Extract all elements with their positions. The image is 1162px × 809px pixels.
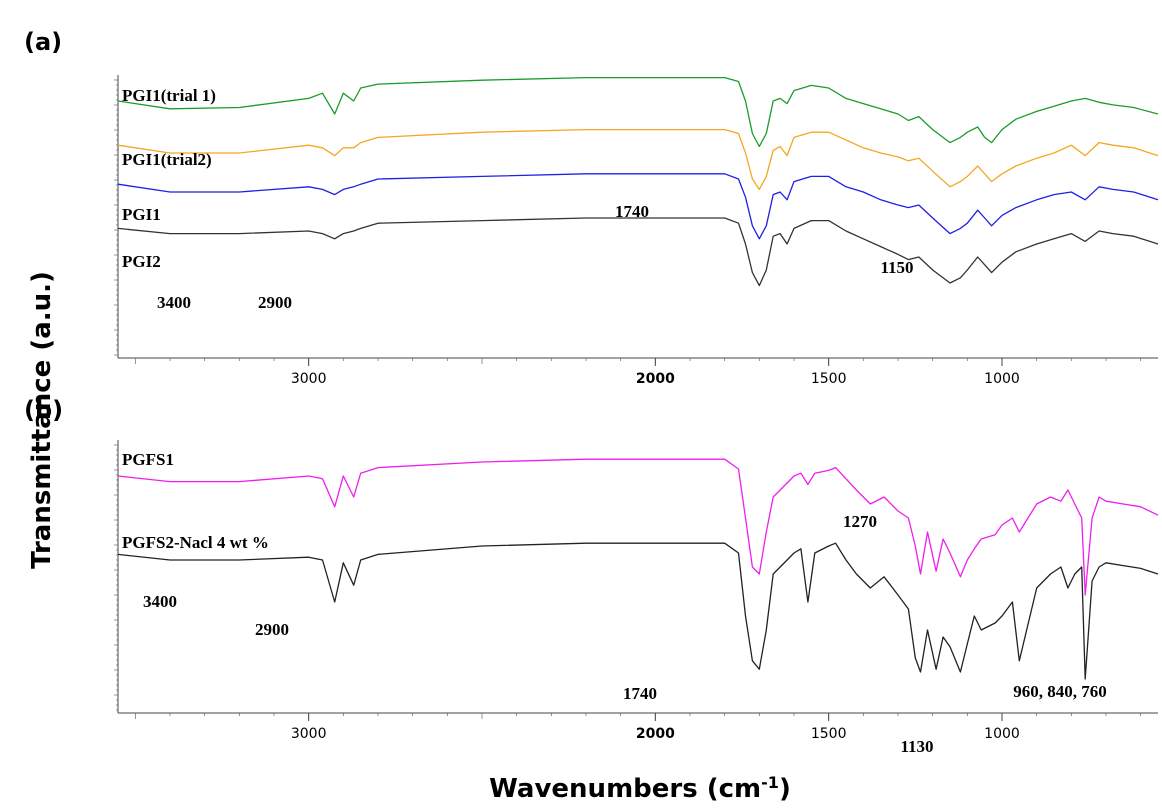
x-axis-title: Wavenumbers (cm-1) <box>489 773 791 805</box>
peak-annotation: 3400 <box>143 592 177 611</box>
panel-a-series-labels: PGI1(trial 1) PGI1(trial2) PGI1 PGI2 <box>122 86 216 271</box>
series-line-3 <box>117 217 1159 287</box>
peak-annotation: 1130 <box>900 737 933 756</box>
series-line-2 <box>117 173 1159 240</box>
panel-b: (b) 3000 2000 1500 1000 PGFS1 PGFS2-Nacl 4 w… <box>24 396 1159 756</box>
x-tick-label: 1000 <box>984 726 1020 742</box>
x-tick-label: 1500 <box>811 371 847 387</box>
panel-b-x-ticks: 3000 2000 1500 1000 <box>291 713 1020 742</box>
x-tick-label: 3000 <box>291 726 327 742</box>
panel-b-annotations: 1270 3400 2900 1740 960, 840, 760 1130 <box>143 512 1107 756</box>
peak-annotation: 960, 840, 760 <box>1013 682 1107 701</box>
x-tick-label: 2000 <box>636 726 675 742</box>
peak-annotation: 1150 <box>880 258 913 277</box>
peak-annotation: 1740 <box>615 202 649 221</box>
series-label-3: PGI2 <box>122 252 161 271</box>
panel-a-minor-ticks <box>114 79 1142 364</box>
panel-a-annotations: 3400 2900 1740 1150 <box>157 202 914 312</box>
x-axis-title-close: ) <box>779 774 791 804</box>
x-tick-label: 2000 <box>636 371 675 387</box>
panel-b-series-labels: PGFS1 PGFS2-Nacl 4 wt % <box>122 450 269 552</box>
series-line-0 <box>117 76 1159 148</box>
x-tick-label: 1000 <box>984 371 1020 387</box>
series-line-1 <box>117 128 1159 191</box>
panel-a: (a) 3000 2000 1500 1000 PGI1(trial 1)PGI1(t… <box>24 28 1159 387</box>
panel-b-series <box>117 458 1159 680</box>
series-label-1: PGFS2-Nacl 4 wt % <box>122 533 269 552</box>
panel-b-label: (b) <box>24 396 63 424</box>
x-axis-title-sup: -1 <box>761 773 779 792</box>
panel-b-minor-ticks <box>114 444 1142 719</box>
series-label-1: PGI1(trial2) <box>122 150 212 169</box>
panel-a-label: (a) <box>24 28 62 56</box>
panel-a-x-ticks: 3000 2000 1500 1000 <box>291 358 1020 387</box>
x-tick-label: 3000 <box>291 371 327 387</box>
peak-annotation: 1270 <box>843 512 877 531</box>
series-line-1 <box>117 542 1159 680</box>
series-label-0: PGI1(trial 1) <box>122 86 216 105</box>
peak-annotation: 2900 <box>255 620 289 639</box>
panel-a-series <box>117 76 1159 287</box>
y-axis-title: Transmittance (a.u.) <box>27 271 57 569</box>
series-label-2: PGI1 <box>122 205 161 224</box>
peak-annotation: 2900 <box>258 293 292 312</box>
x-tick-label: 1500 <box>811 726 847 742</box>
x-axis-title-main: Wavenumbers (cm <box>489 774 761 804</box>
series-label-0: PGFS1 <box>122 450 174 469</box>
peak-annotation: 1740 <box>623 684 657 703</box>
series-line-0 <box>117 458 1159 596</box>
peak-annotation: 3400 <box>157 293 191 312</box>
